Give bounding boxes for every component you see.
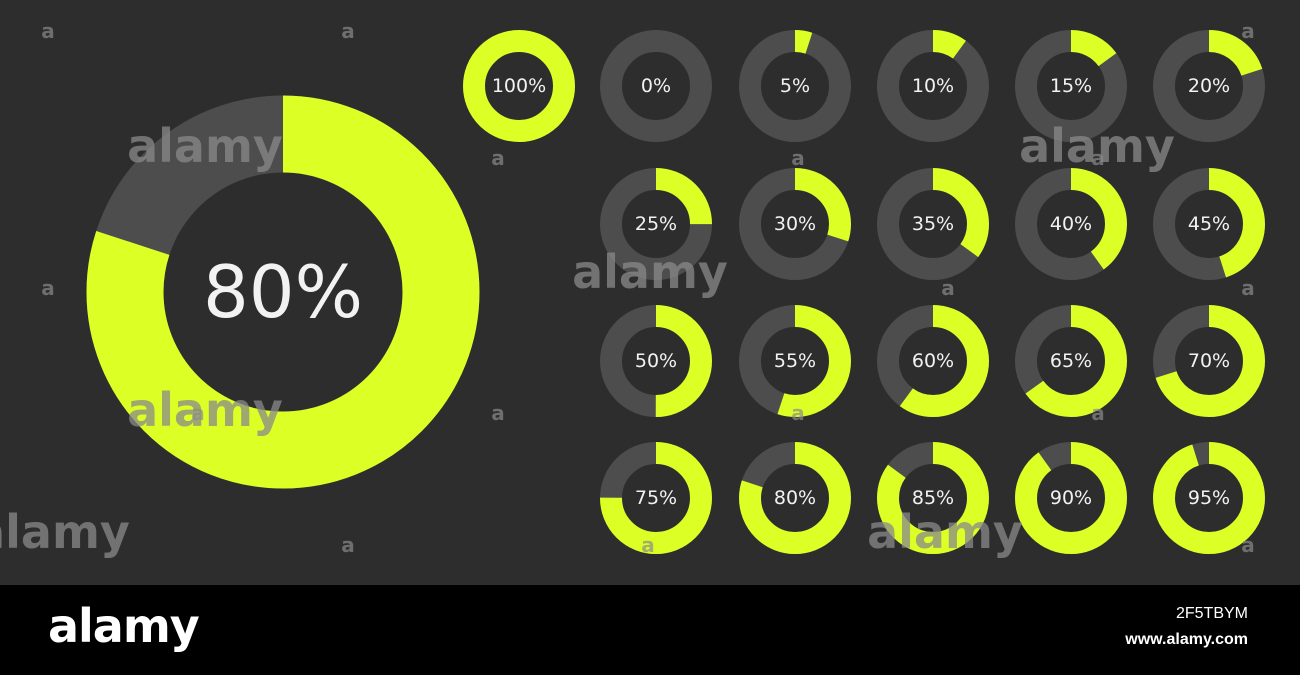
progress-ring-75: 75%: [600, 442, 712, 554]
progress-ring-65: 65%: [1015, 305, 1127, 417]
progress-chart-canvas: 80% 100% 0% 5% 10% 15% 20% 25% 30% 35% 40% 45% 50% 55…: [0, 19, 1265, 559]
ring-label: 70%: [1188, 350, 1230, 372]
watermark-mark: a: [791, 146, 805, 170]
ring-label: 75%: [635, 487, 677, 509]
progress-ring-60: 60%: [877, 305, 989, 417]
ring-progress-arc: [1015, 442, 1127, 554]
watermark-mark: a: [41, 19, 55, 43]
watermark-word: alamy: [1019, 119, 1175, 173]
ring-label: 55%: [774, 350, 816, 372]
ring-label: 90%: [1050, 487, 1092, 509]
ring-label: 50%: [635, 350, 677, 372]
watermark-mark: a: [191, 401, 205, 425]
rings-layer: 80% 100% 0% 5% 10% 15% 20% 25% 30% 35% 40% 45% 50% 55…: [86, 30, 1265, 554]
site-url-text: www.alamy.com: [1125, 631, 1248, 648]
watermark-mark: a: [491, 146, 505, 170]
watermark-mark: a: [941, 276, 955, 300]
progress-ring-35: 35%: [877, 168, 989, 280]
footer-bar: alamy 2F5TBYM www.alamy.com: [0, 585, 1300, 675]
watermark-mark: a: [1091, 401, 1105, 425]
ring-progress-arc: [877, 30, 989, 142]
ring-label: 40%: [1050, 213, 1092, 235]
watermark-word: alamy: [867, 505, 1023, 559]
ring-label: 5%: [780, 75, 810, 97]
progress-ring-30: 30%: [739, 168, 851, 280]
ring-progress-arc: [1015, 168, 1127, 280]
footer-logo: alamy: [48, 599, 200, 653]
ring-label: 60%: [912, 350, 954, 372]
ring-progress-arc: [600, 442, 712, 554]
ring-label: 0%: [641, 75, 671, 97]
image-id-text: 2F5TBYM: [1175, 605, 1248, 622]
ring-label: 35%: [912, 213, 954, 235]
progress-ring-15: 15%: [1015, 30, 1127, 142]
progress-ring-100: 100%: [463, 30, 575, 142]
ring-progress-arc: [1153, 30, 1265, 142]
progress-ring-0: 0%: [600, 30, 712, 142]
ring-progress-arc: [86, 95, 480, 489]
ring-progress-arc: [600, 305, 712, 417]
ring-progress-arc: [1153, 442, 1265, 554]
progress-ring-70: 70%: [1153, 305, 1265, 417]
ring-progress-arc: [739, 30, 851, 142]
ring-progress-arc: [600, 168, 712, 280]
progress-ring-20: 20%: [1153, 30, 1265, 142]
watermark-mark: a: [791, 401, 805, 425]
ring-progress-arc: [1153, 168, 1265, 280]
watermark-layer: alamyalamyalamyalamyalamyalamyaaaaaaaaaa…: [0, 19, 1255, 559]
progress-ring-50: 50%: [600, 305, 712, 417]
progress-ring-95: 95%: [1153, 442, 1265, 554]
ring-progress-arc: [739, 168, 851, 280]
progress-ring-85: 85%: [877, 442, 989, 554]
ring-label: 80%: [774, 487, 816, 509]
ring-label: 85%: [912, 487, 954, 509]
watermark-word: alamy: [127, 119, 283, 173]
progress-ring-55: 55%: [739, 305, 851, 417]
watermark-mark: a: [1241, 533, 1255, 557]
progress-ring-5: 5%: [739, 30, 851, 142]
ring-progress-arc: [1015, 305, 1127, 417]
progress-ring-25: 25%: [600, 168, 712, 280]
ring-progress-arc: [739, 305, 851, 417]
watermark-mark: a: [491, 401, 505, 425]
watermark-mark: a: [1241, 19, 1255, 43]
watermark-mark: a: [41, 276, 55, 300]
ring-track: [600, 30, 712, 142]
ring-progress-arc: [739, 442, 851, 554]
ring-label: 100%: [492, 75, 546, 97]
ring-progress-arc: [877, 442, 989, 554]
ring-progress-arc: [1015, 30, 1127, 142]
ring-label: 30%: [774, 213, 816, 235]
watermark-mark: a: [341, 19, 355, 43]
ring-progress-arc: [877, 168, 989, 280]
ring-label: 80%: [203, 250, 363, 334]
ring-label: 10%: [912, 75, 954, 97]
progress-ring-40: 40%: [1015, 168, 1127, 280]
watermark-mark: a: [1091, 146, 1105, 170]
ring-label: 20%: [1188, 75, 1230, 97]
watermark-mark: a: [341, 533, 355, 557]
watermark-mark: a: [1241, 276, 1255, 300]
ring-label: 15%: [1050, 75, 1092, 97]
ring-progress-arc: [463, 30, 575, 142]
ring-label: 95%: [1188, 487, 1230, 509]
ring-label: 65%: [1050, 350, 1092, 372]
progress-ring-90: 90%: [1015, 442, 1127, 554]
ring-label: 25%: [635, 213, 677, 235]
watermark-word: alamy: [572, 245, 728, 299]
ring-progress-arc: [1153, 305, 1265, 417]
watermark-mark: a: [641, 533, 655, 557]
ring-label: 45%: [1188, 213, 1230, 235]
progress-ring-45: 45%: [1153, 168, 1265, 280]
ring-progress-arc: [877, 305, 989, 417]
watermark-word: alamy: [0, 505, 130, 559]
watermark-word: alamy: [127, 383, 283, 437]
hero-progress-ring: 80%: [86, 95, 480, 489]
progress-ring-10: 10%: [877, 30, 989, 142]
progress-ring-80: 80%: [739, 442, 851, 554]
